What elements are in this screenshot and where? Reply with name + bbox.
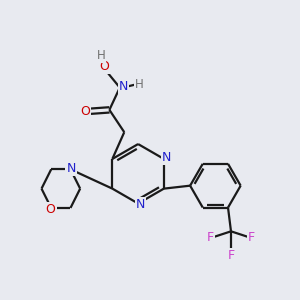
Text: N: N [161, 151, 171, 164]
Text: F: F [227, 249, 235, 262]
Text: O: O [80, 105, 90, 118]
Text: N: N [66, 162, 76, 175]
Text: F: F [207, 231, 214, 244]
Text: H: H [97, 49, 106, 62]
Text: O: O [100, 60, 110, 73]
Text: O: O [46, 202, 56, 216]
Text: H: H [135, 78, 144, 91]
Text: F: F [248, 231, 255, 244]
Text: N: N [136, 198, 145, 211]
Text: N: N [119, 80, 128, 93]
